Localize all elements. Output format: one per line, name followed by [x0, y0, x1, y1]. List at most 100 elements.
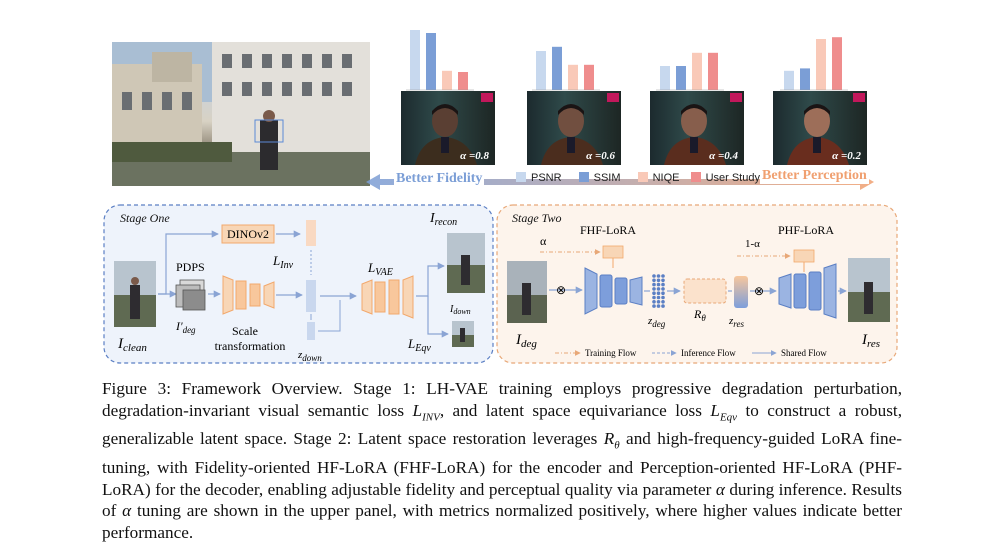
dinov2-label: DINOv2 [227, 227, 269, 241]
z-deg-dot [656, 300, 661, 304]
legend-psnr: PSNR [516, 172, 562, 184]
phf-lora-adapter [793, 249, 815, 272]
z-deg-dot [656, 291, 661, 296]
i-deg-prime-label: I'deg [175, 319, 196, 335]
phf-lora-label: PHF-LoRA [778, 223, 834, 237]
z-deg-dot [656, 274, 661, 278]
one-minus-alpha-label: 1-α [745, 238, 760, 250]
bar-alpha-0.2-psnr [784, 70, 794, 90]
caption-part-4: and high-frequency-guided LoRA fine-tuni… [102, 429, 902, 499]
z-deg-dot [652, 278, 656, 283]
caption-math-linv: LINV [412, 400, 440, 423]
z-res-label: zres [728, 315, 744, 329]
stage-one-title: Stage One [120, 211, 170, 225]
bar-alpha-0.4-ssim [676, 66, 686, 90]
figure-caption: Figure 3: Framework Overview. Stage 1: L… [102, 378, 902, 543]
i-deg-label: Ideg [515, 332, 537, 350]
stage-diagram: Stage One Stage Two Iclean PDPS I'deg [103, 204, 898, 364]
metric-legend: PSNR SSIM NIQE User Study [516, 172, 760, 184]
bar-alpha-0.4-niqe [692, 52, 702, 90]
z-deg-dot [652, 304, 656, 308]
z-deg-dot [661, 278, 665, 283]
street-photo [112, 42, 370, 186]
stage-two-encoder [584, 267, 643, 315]
bar-alpha-0.6-ssim [552, 46, 562, 90]
l-inv-label: LInv [272, 253, 294, 271]
flow-legend: Training Flow Inference Flow Shared Flow [555, 348, 827, 358]
svg-text:⊗: ⊗ [754, 284, 764, 298]
z-deg-dot [656, 287, 661, 291]
portrait-alpha-4: α =0.2 [773, 91, 867, 165]
z-deg-dot [652, 291, 656, 296]
z-deg-dot [652, 282, 656, 287]
z-deg-dot [661, 287, 665, 291]
better-perception-label: Better Perception [760, 168, 869, 184]
z-deg-dot [661, 304, 665, 308]
bar-alpha-0.8-ssim [426, 33, 436, 90]
inference-flow-label: Inference Flow [681, 348, 736, 358]
portrait-illustration [541, 93, 619, 165]
vae-decoder [361, 275, 414, 319]
caption-math-alpha-2: α [122, 501, 132, 521]
r-theta-label: Rθ [693, 307, 706, 323]
legend-ssim: SSIM [578, 172, 621, 184]
bar-alpha-0.2-niqe [816, 39, 826, 90]
pdps-label: PDPS [176, 260, 205, 274]
z-deg-dot [656, 278, 661, 283]
portrait-illustration [415, 93, 493, 165]
z-down-label: zdown [297, 349, 322, 363]
legend-niqe: NIQE [637, 172, 680, 184]
i-down-photo [452, 321, 474, 347]
z-deg-dot [661, 300, 665, 304]
bar-alpha-0.6-user-study [584, 64, 594, 90]
caption-part-2: , and latent space equivariance loss [439, 400, 711, 420]
z-deg-dot [652, 300, 656, 304]
alpha-tag-2: α =0.6 [586, 150, 615, 162]
caption-math-rtheta: Rθ [603, 429, 620, 452]
z-deg-dot [652, 295, 656, 300]
alpha-label: α [540, 234, 547, 248]
caption-part-1: Figure 3: Framework Overview. Stage 1: L… [102, 379, 902, 420]
i-down-label: Idown [449, 304, 471, 316]
alpha-results-panel [406, 30, 848, 91]
portrait-alpha-1: α =0.8 [401, 91, 495, 165]
portrait-illustration [664, 93, 742, 165]
portrait-alpha-3: α =0.4 [650, 91, 744, 165]
scale-label-1: Scale [232, 324, 258, 338]
z-deg-dot [661, 282, 665, 287]
i-clean-photo [114, 261, 156, 327]
z-res-latent [734, 276, 748, 308]
bar-alpha-0.6-niqe [568, 64, 578, 90]
fhf-lora-adapter [602, 245, 624, 268]
stage-two-decoder [778, 263, 837, 319]
fhf-lora-label: FHF-LoRA [580, 223, 636, 237]
bar-alpha-0.8-psnr [410, 30, 420, 90]
bar-alpha-0.6-psnr [536, 51, 546, 90]
caption-math-leqv: LEqv [710, 400, 738, 423]
street-photo-illustration [112, 42, 370, 186]
portrait-alpha-2: α =0.6 [527, 91, 621, 165]
better-fidelity-label: Better Fidelity [394, 171, 485, 187]
i-res-label: Ires [861, 332, 880, 350]
i-clean-label: Iclean [117, 336, 147, 354]
fidelity-perception-arrow [366, 174, 874, 190]
metric-bars [406, 30, 848, 91]
scale-label-2: transformation [215, 339, 286, 353]
z-deg-dot [656, 295, 661, 300]
bar-alpha-0.8-niqe [442, 70, 452, 90]
z-deg-dot [652, 274, 656, 278]
z-deg-dot [656, 282, 661, 287]
bar-alpha-0.4-psnr [660, 66, 670, 90]
z-down [307, 322, 315, 340]
alpha-tag-3: α =0.4 [709, 150, 738, 162]
dino-feature [306, 220, 316, 246]
stage-one-box [103, 204, 494, 364]
pdps-stack [175, 279, 206, 311]
bar-alpha-0.4-user-study [708, 52, 718, 90]
portrait-illustration [787, 93, 865, 165]
alpha-tag-1: α =0.8 [460, 150, 489, 162]
dinov2-box [221, 224, 275, 244]
i-res-photo [848, 258, 890, 322]
z-deg-grid [652, 274, 665, 308]
i-recon-label: Irecon [429, 211, 457, 228]
